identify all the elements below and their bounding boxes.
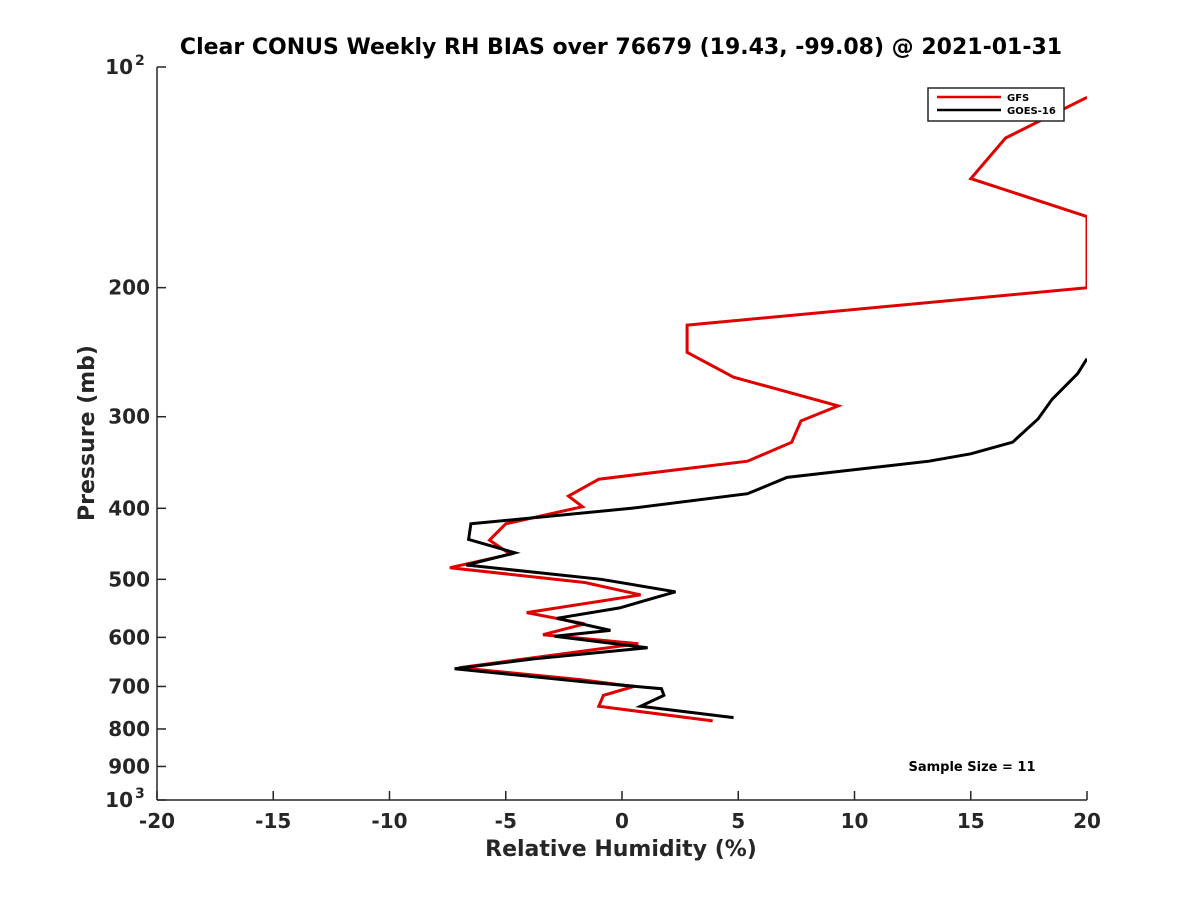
sample-size-annotation: Sample Size = 11 — [908, 760, 1035, 775]
x-tick-label: 10 — [841, 809, 869, 833]
y-tick-label: 700 — [108, 674, 150, 698]
y-tick-label: 500 — [108, 567, 150, 591]
x-tick-label: -10 — [371, 809, 407, 833]
y-tick-label: 600 — [108, 625, 150, 649]
series-line-goes-16 — [454, 357, 1087, 720]
x-ticks: -20 -15 -10 -5 0 5 10 15 20 — [139, 791, 1101, 833]
y-tick-exponent: 2 — [135, 53, 145, 69]
x-tick-label: 15 — [957, 809, 985, 833]
y-tick-label: 900 — [108, 754, 150, 778]
plot-area: -20 -15 -10 -5 0 5 10 15 20 10 220030040050060070… — [105, 53, 1101, 833]
y-tick-label: 200 — [108, 276, 150, 300]
y-tick-exponent: 3 — [135, 786, 145, 802]
series-layer — [449, 95, 1087, 723]
legend-box — [927, 87, 1065, 122]
legend-label-gfs: GFS — [1007, 93, 1029, 104]
y-axis-label: Pressure (mb) — [75, 345, 100, 521]
y-tick-label: 300 — [108, 405, 150, 429]
legend: GFS GOES-16 — [927, 87, 1065, 122]
y-tick-label: 400 — [108, 496, 150, 520]
x-tick-label: 0 — [615, 809, 629, 833]
x-tick-label: -15 — [255, 809, 291, 833]
y-tick-label: 10 — [105, 788, 133, 812]
x-tick-label: 5 — [731, 809, 745, 833]
x-tick-label: -5 — [495, 809, 517, 833]
x-tick-label: 20 — [1073, 809, 1101, 833]
chart-title: Clear CONUS Weekly RH BIAS over 76679 (1… — [180, 35, 1062, 60]
legend-label-goes-16: GOES-16 — [1007, 106, 1056, 117]
y-tick-label: 800 — [108, 717, 150, 741]
x-tick-label: -20 — [139, 809, 175, 833]
y-tick-label: 10 — [105, 55, 133, 79]
plot-background — [157, 67, 1087, 800]
x-axis-label: Relative Humidity (%) — [485, 837, 757, 862]
